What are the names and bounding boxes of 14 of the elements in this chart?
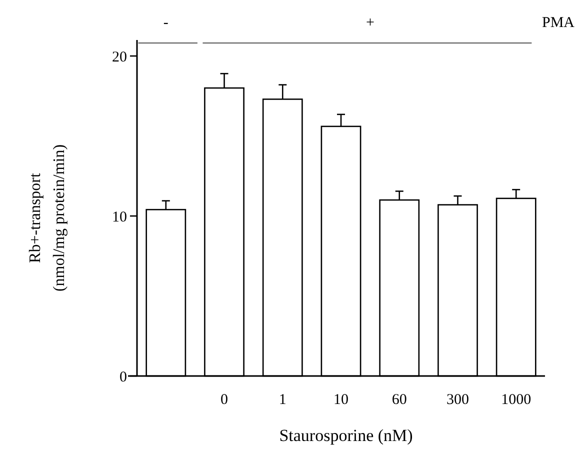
x-tick-label: 0 (220, 392, 228, 408)
y-tick-label: 0 (120, 369, 127, 386)
x-tick-label: 300 (446, 392, 469, 408)
text: + (366, 15, 374, 31)
y-tick-label: 20 (112, 49, 127, 66)
x-tick-label: 1000 (501, 392, 532, 408)
x-axis-title: Staurosporine (nM) (279, 426, 413, 445)
text: PMA (542, 15, 575, 31)
x-tick-label: 10 (334, 392, 348, 408)
text: - (163, 15, 168, 31)
y-tick-label: 10 (112, 209, 127, 226)
x-tick-label: 1 (278, 392, 286, 408)
y-axis-title: Rb+-transport (nmol/mg protein/min) (27, 144, 68, 292)
x-tick-label: 60 (392, 392, 407, 408)
